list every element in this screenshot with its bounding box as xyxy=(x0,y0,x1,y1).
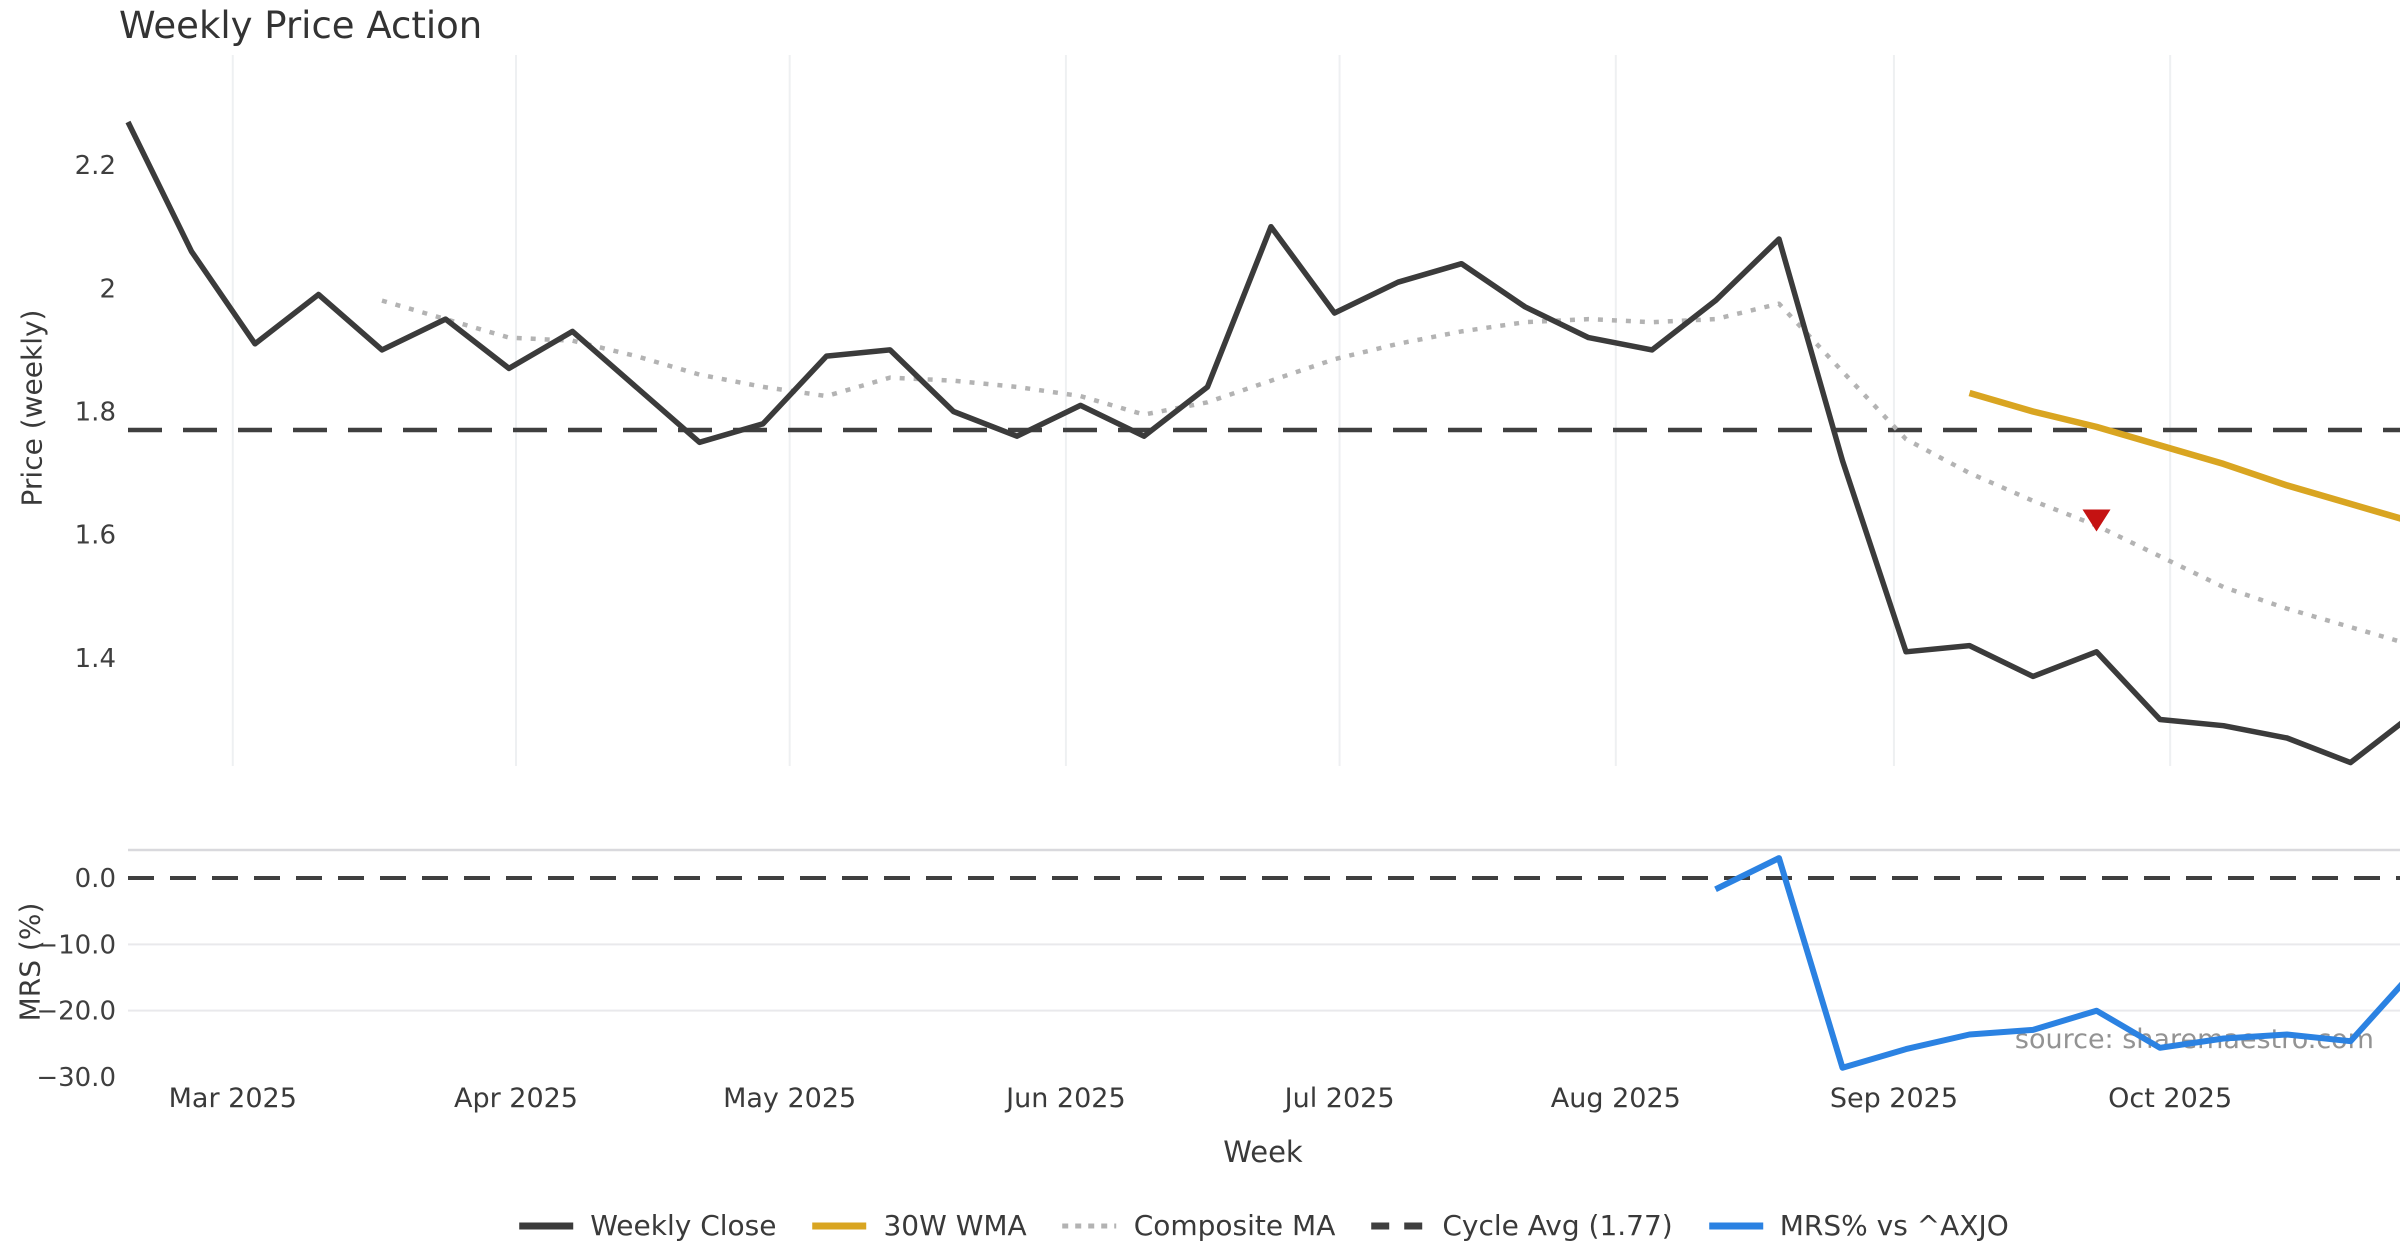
legend-label-composite-ma: Composite MA xyxy=(1133,1209,1336,1242)
month-tick-label: Aug 2025 xyxy=(1551,1083,1681,1114)
legend-label-mrs: MRS% vs ^AXJO xyxy=(1779,1209,2009,1242)
price-ytick-label: 1.8 xyxy=(75,398,116,428)
mrs-ytick-label: 0.0 xyxy=(75,864,116,894)
month-tick-label: Jun 2025 xyxy=(1004,1083,1125,1114)
price-ytick-label: 2 xyxy=(99,274,116,304)
wma-30w-line xyxy=(1968,389,2400,522)
mrs-ytick-label: −10.0 xyxy=(36,930,116,960)
month-tick-label: Sep 2025 xyxy=(1830,1083,1958,1114)
legend-swatch-weekly-close-solid-line xyxy=(519,1222,574,1229)
legend-swatch-wma-30w-solid-line xyxy=(812,1222,867,1229)
month-tick-label: Apr 2025 xyxy=(454,1083,578,1114)
legend-label-wma-30w: 30W WMA xyxy=(883,1209,1027,1242)
red-triangle-down-marker xyxy=(2082,509,2111,532)
legend-swatch-mrs-solid-line xyxy=(1708,1222,1763,1229)
mrs-line xyxy=(1714,855,2400,1071)
composite-ma-line xyxy=(381,298,2400,644)
legend-item-mrs: MRS% vs ^AXJO xyxy=(1707,1209,2009,1242)
price-ytick-label: 1.4 xyxy=(75,644,116,674)
price-ytick-label: 2.2 xyxy=(75,151,116,181)
legend-label-weekly-close: Weekly Close xyxy=(590,1209,777,1242)
weekly-close-line xyxy=(125,120,2400,766)
chart-title: Weekly Price Action xyxy=(119,4,483,47)
legend-swatch-cycle-avg-dashed-line xyxy=(1371,1222,1426,1229)
mrs-ytick-label: −30.0 xyxy=(36,1063,116,1093)
legend-swatch-composite-ma-dotted-line xyxy=(1062,1223,1117,1228)
legend-label-cycle-avg: Cycle Avg (1.77) xyxy=(1442,1209,1673,1242)
legend-item-weekly-close: Weekly Close xyxy=(517,1209,776,1242)
legend: Weekly Close 30W WMA Composite MA Cycle Avg… xyxy=(517,1209,2009,1242)
legend-item-cycle-avg: Cycle Avg (1.77) xyxy=(1369,1209,1673,1242)
mrs-ytick-label: −20.0 xyxy=(36,997,116,1027)
legend-item-composite-ma: Composite MA xyxy=(1061,1209,1336,1242)
legend-item-wma-30w: 30W WMA xyxy=(810,1209,1027,1242)
month-tick-label: Oct 2025 xyxy=(2108,1083,2232,1114)
month-tick-label: May 2025 xyxy=(723,1083,856,1114)
month-tick-label: Jul 2025 xyxy=(1283,1083,1395,1114)
month-tick-label: Mar 2025 xyxy=(169,1083,297,1114)
week-axis-title: Week xyxy=(1223,1135,1303,1169)
price-ytick-label: 1.6 xyxy=(75,521,116,551)
